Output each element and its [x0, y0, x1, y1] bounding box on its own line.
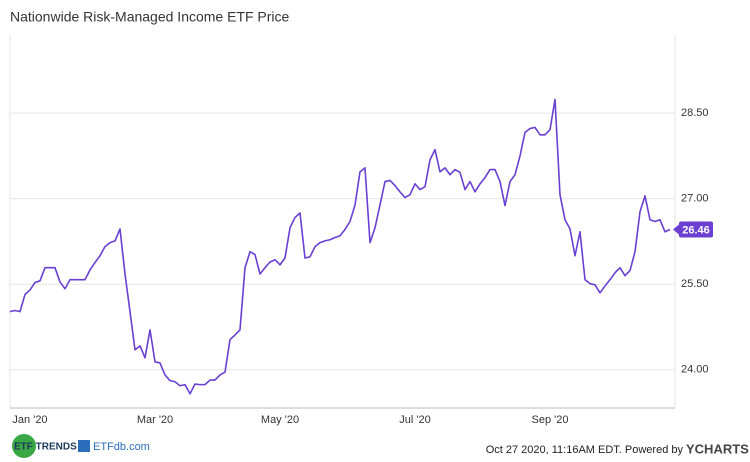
x-tick-label: May '20 — [261, 414, 299, 426]
logo-icon — [78, 440, 90, 452]
y-tick-label: 25.50 — [681, 278, 709, 290]
last-value-label: 26.46 — [682, 224, 710, 236]
chart-title: Nationwide Risk-Managed Income ETF Price — [10, 9, 290, 25]
x-tick-label: Sep '20 — [532, 414, 569, 426]
y-tick-label: 24.00 — [681, 364, 709, 376]
logo-text: ETFdb.com — [93, 441, 150, 453]
timestamp: Oct 27 2020, 11:16AM EDT. Powered by — [486, 444, 684, 456]
brand: YCHARTS — [686, 441, 749, 456]
price-line — [9, 98, 671, 395]
x-tick-label: Jan '20 — [12, 414, 47, 426]
x-tick-label: Mar '20 — [137, 414, 173, 426]
last-value-box — [679, 221, 713, 238]
logo-text: ETF TRENDS — [14, 442, 77, 453]
last-value-pointer — [673, 224, 679, 235]
y-tick-label: 27.00 — [681, 193, 709, 205]
x-tick-label: Jul '20 — [399, 414, 430, 426]
y-tick-label: 28.50 — [681, 107, 709, 119]
logo-icon — [12, 434, 36, 458]
